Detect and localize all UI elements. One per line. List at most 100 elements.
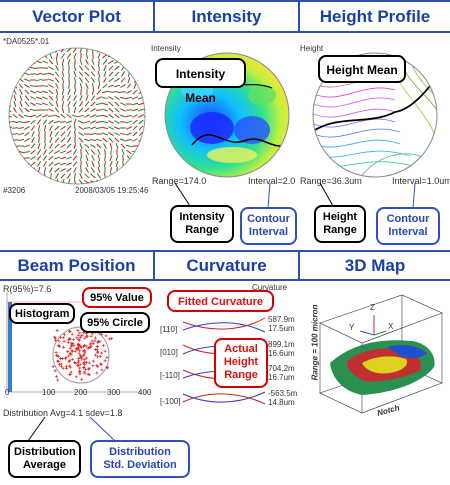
vector-arrow: [96, 89, 102, 95]
vector-arrow: [60, 173, 66, 179]
beam-point: [69, 341, 73, 345]
vector-arrow: [11, 174, 19, 178]
vector-arrow: [66, 125, 72, 131]
beam-point: [66, 340, 70, 344]
vector-arrow: [71, 114, 79, 118]
beam-point: [90, 339, 94, 343]
vector-arrow: [101, 114, 109, 118]
vector-arrow: [79, 82, 83, 90]
vector-arrow: [137, 175, 145, 177]
vector-arrow: [85, 167, 89, 173]
beam-point: [100, 368, 104, 372]
vector-arrow: [24, 107, 30, 113]
vector-arrow: [12, 65, 18, 71]
beam-point: [86, 346, 90, 350]
vector-arrow: [13, 100, 17, 108]
vector-arrow: [104, 148, 106, 156]
vector-arrow: [140, 76, 142, 84]
vector-arrow: [78, 65, 84, 71]
vector-arrow: [126, 149, 132, 155]
vector-arrow: [84, 71, 90, 77]
vector-arrow: [74, 124, 76, 132]
vector-arrow: [127, 59, 131, 65]
vector-arrow: [67, 58, 71, 66]
vector-arrow: [114, 126, 120, 130]
vector-arrow: [35, 60, 43, 64]
callout-intensity-range-l1: Intensity: [179, 211, 225, 223]
vector-arrow: [30, 125, 36, 131]
beam-point: [72, 338, 76, 342]
divider: [298, 250, 300, 281]
vector-arrow: [84, 101, 90, 107]
vector-arrow: [132, 114, 138, 118]
beam-xtick: 100: [42, 388, 56, 397]
vector-arrow: [35, 91, 43, 93]
beam-point: [104, 334, 108, 338]
map3d-axis-z: Z: [370, 303, 375, 312]
vector-arrow: [115, 179, 119, 184]
vector-arrow: [107, 91, 115, 93]
vector-arrow: [55, 83, 59, 89]
vector-arrow: [115, 160, 119, 168]
vector-arrow: [54, 167, 60, 173]
beam-point: [103, 359, 107, 363]
vector-arrow: [114, 132, 120, 136]
beam-point: [83, 357, 87, 361]
vector-arrow: [59, 150, 67, 154]
beam-point: [96, 339, 100, 343]
vector-arrow: [11, 120, 19, 124]
beam-point: [67, 354, 71, 358]
vector-arrow: [79, 95, 83, 101]
vector-arrow: [48, 149, 54, 155]
vector-arrow: [30, 143, 36, 149]
beam-point: [98, 355, 102, 359]
vector-arrow: [89, 132, 97, 136]
vector-arrow: [126, 48, 132, 53]
vector-arrow: [125, 139, 133, 141]
vector-arrow: [97, 149, 101, 155]
vector-arrow: [146, 77, 149, 82]
vector-arrow: [23, 151, 31, 153]
vector-arrow: [62, 64, 64, 72]
vector-arrow: [103, 71, 107, 77]
vector-arrow: [53, 120, 61, 124]
vector-arrow: [49, 143, 53, 149]
vector-arrow: [114, 65, 120, 71]
map3d-axis-y: Y: [349, 323, 355, 332]
vector-arrow: [19, 101, 23, 107]
beam-r95-text: R(95%)=7.6: [3, 284, 52, 294]
vector-arrow: [132, 89, 138, 95]
beam-point: [105, 355, 109, 359]
vector-arrow: [48, 72, 54, 76]
vector-arrow: [9, 89, 12, 95]
vector-arrow: [55, 52, 59, 60]
vector-arrow: [36, 114, 42, 118]
vector-arrow: [126, 167, 132, 173]
vector-arrow: [24, 89, 30, 95]
vector-arrow: [96, 173, 102, 179]
vector-arrow: [41, 79, 49, 81]
vector-arrow: [114, 137, 120, 143]
beam-point: [76, 363, 80, 367]
vector-arrow: [19, 94, 23, 102]
vector-arrow: [126, 161, 132, 167]
vector-arrow: [54, 162, 60, 166]
vector-arrow: [108, 107, 114, 113]
vector-arrow: [132, 155, 138, 161]
vector-arrow: [54, 143, 60, 149]
vector-arrow: [30, 60, 36, 64]
vector-arrow: [131, 175, 139, 177]
vector-arrow: [17, 162, 25, 166]
beam-point: [93, 336, 97, 340]
vector-arrow: [24, 78, 30, 82]
vector-arrow: [61, 76, 65, 84]
vector-arrow: [17, 150, 25, 154]
vector-arrow: [84, 77, 90, 83]
beam-point: [63, 357, 67, 361]
vector-arrow: [78, 107, 84, 113]
vector-arrow: [29, 114, 37, 118]
vector-arrow: [43, 142, 47, 150]
vector-arrow: [48, 95, 54, 101]
vector-arrow: [24, 72, 30, 76]
vector-arrow: [9, 156, 13, 160]
